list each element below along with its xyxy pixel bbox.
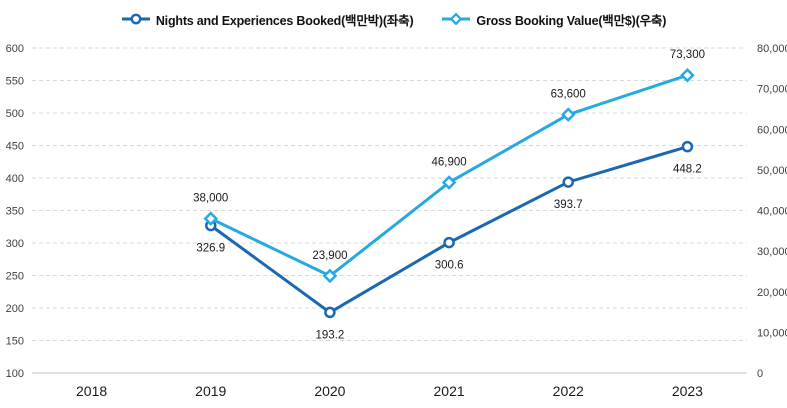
legend-label-nights-booked: Nights and Experiences Booked(백만박)(좌축): [155, 13, 414, 28]
data-label: 63,600: [551, 89, 586, 101]
x-axis-label: 2022: [553, 383, 584, 399]
data-point-marker-diamond: [441, 175, 457, 190]
legend: Nights and Experiences Booked(백만박)(좌축) G…: [0, 10, 787, 28]
legend-item-nights-booked: Nights and Experiences Booked(백만박)(좌축): [121, 10, 414, 29]
right-axis-tick-label: 20,000: [757, 287, 787, 299]
left-axis-tick-label: 450: [6, 141, 24, 153]
data-label: 393.7: [554, 199, 583, 211]
data-point-marker-diamond: [560, 107, 576, 122]
right-axis-tick-label: 70,000: [757, 84, 787, 96]
data-point-marker-diamond: [680, 67, 695, 83]
left-axis-tick-label: 250: [6, 271, 24, 283]
right-axis-tick-label: 50,000: [757, 165, 787, 177]
x-axis-label: 2021: [434, 383, 465, 399]
left-axis-tick-label: 400: [6, 173, 24, 185]
data-point-marker-diamond: [322, 268, 338, 284]
right-axis-tick-label: 10,000: [757, 327, 787, 339]
data-label: 23,900: [312, 250, 347, 262]
legend-item-gross-booking-value: Gross Booking Value(백만$)(우축): [441, 10, 666, 29]
left-axis-tick-label: 150: [6, 336, 24, 348]
right-axis-tick-label: 30,000: [757, 246, 787, 258]
x-axis-label: 2019: [195, 383, 226, 399]
data-label: 326.9: [196, 243, 225, 255]
left-axis-tick-label: 550: [6, 76, 24, 88]
left-axis-tick-label: 500: [6, 108, 24, 120]
data-label: 193.2: [316, 329, 345, 341]
data-point-marker-circle: [324, 306, 336, 319]
right-axis-tick-label: 60,000: [757, 124, 787, 136]
right-axis-tick-label: 0: [757, 368, 763, 380]
x-axis-label: 2018: [76, 383, 107, 399]
data-label: 38,000: [193, 193, 228, 205]
left-axis-tick-label: 600: [6, 43, 24, 55]
line-circle-marker-icon: [121, 13, 150, 25]
data-point-marker-diamond: [203, 211, 219, 226]
left-axis-tick-label: 300: [6, 238, 24, 250]
data-label: 46,900: [431, 156, 466, 168]
x-axis-label: 2023: [672, 383, 703, 399]
data-label: 448.2: [673, 164, 702, 176]
data-label: 300.6: [435, 260, 464, 272]
data-label: 73,300: [670, 49, 705, 61]
line-diamond-marker-icon: [442, 12, 471, 26]
right-axis-tick-label: 40,000: [757, 206, 787, 218]
right-axis-tick-label: 80,000: [757, 43, 787, 55]
legend-label-gross-booking-value: Gross Booking Value(백만$)(우축): [476, 13, 667, 28]
data-point-marker-circle: [443, 236, 455, 249]
series-line-0: [209, 145, 688, 315]
left-axis-tick-label: 200: [6, 303, 24, 315]
x-axis-label: 2020: [314, 383, 345, 399]
left-axis-tick-label: 350: [6, 206, 24, 218]
left-axis-tick-label: 100: [6, 368, 24, 380]
data-point-marker-circle: [681, 140, 694, 153]
data-point-marker-circle: [562, 176, 574, 188]
